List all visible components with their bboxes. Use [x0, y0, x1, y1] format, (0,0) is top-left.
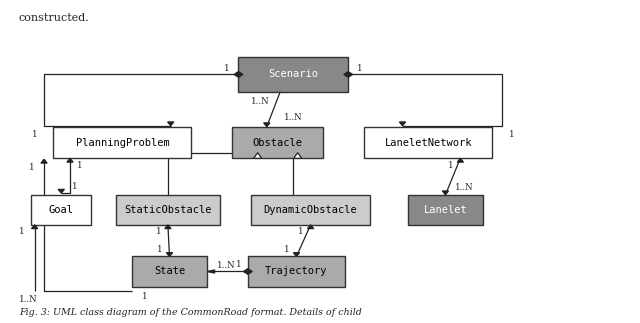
Text: LaneletNetwork: LaneletNetwork [385, 138, 472, 148]
Text: Scenario: Scenario [268, 69, 318, 79]
Polygon shape [457, 158, 463, 162]
Text: 1: 1 [157, 245, 163, 254]
Polygon shape [234, 72, 243, 77]
Polygon shape [67, 158, 73, 162]
Text: Trajectory: Trajectory [265, 266, 328, 276]
Polygon shape [164, 225, 171, 229]
FancyBboxPatch shape [251, 195, 370, 225]
Text: 1: 1 [284, 245, 290, 254]
Text: 1: 1 [141, 292, 147, 300]
Polygon shape [168, 122, 174, 126]
Text: State: State [154, 266, 185, 276]
Text: 1..N: 1..N [455, 183, 474, 192]
FancyBboxPatch shape [132, 256, 207, 287]
Text: 1: 1 [32, 130, 37, 139]
FancyBboxPatch shape [364, 127, 493, 158]
Text: 1: 1 [509, 130, 514, 139]
Text: 1: 1 [225, 64, 230, 73]
Text: PlanningProblem: PlanningProblem [76, 138, 170, 148]
Text: 1: 1 [19, 227, 25, 236]
Text: Lanelet: Lanelet [424, 205, 467, 215]
Text: 1..N: 1..N [216, 261, 236, 270]
Text: constructed.: constructed. [19, 13, 90, 23]
Polygon shape [264, 123, 270, 127]
Polygon shape [58, 189, 65, 193]
Text: Obstacle: Obstacle [253, 138, 303, 148]
Text: StaticObstacle: StaticObstacle [124, 205, 212, 215]
Text: 1: 1 [156, 227, 161, 236]
Polygon shape [207, 270, 214, 273]
Text: 1..N: 1..N [19, 295, 38, 304]
Polygon shape [41, 159, 47, 163]
Text: 1..N: 1..N [284, 113, 303, 122]
Polygon shape [293, 253, 300, 256]
Polygon shape [307, 225, 314, 229]
FancyBboxPatch shape [248, 256, 345, 287]
FancyBboxPatch shape [116, 195, 220, 225]
Polygon shape [294, 153, 301, 158]
Text: Fig. 3: UML class diagram of the CommonRoad format. Details of child: Fig. 3: UML class diagram of the CommonR… [19, 307, 362, 317]
Text: 1: 1 [298, 227, 304, 236]
FancyBboxPatch shape [54, 127, 191, 158]
Polygon shape [243, 269, 252, 274]
Polygon shape [442, 191, 449, 195]
Polygon shape [344, 72, 353, 77]
Text: 1..N: 1..N [251, 97, 269, 106]
Text: 1: 1 [29, 163, 35, 172]
Text: 1: 1 [236, 260, 241, 269]
Text: 1: 1 [448, 161, 454, 170]
Text: Goal: Goal [49, 205, 74, 215]
Polygon shape [399, 122, 406, 126]
Text: 1: 1 [77, 161, 82, 170]
Text: 1: 1 [72, 182, 78, 191]
FancyBboxPatch shape [31, 195, 91, 225]
Polygon shape [253, 153, 262, 158]
Text: 1: 1 [356, 64, 362, 73]
Text: DynamicObstacle: DynamicObstacle [264, 205, 358, 215]
Polygon shape [31, 225, 38, 229]
FancyBboxPatch shape [408, 195, 483, 225]
FancyBboxPatch shape [239, 57, 348, 92]
Polygon shape [166, 253, 173, 256]
FancyBboxPatch shape [232, 127, 323, 158]
